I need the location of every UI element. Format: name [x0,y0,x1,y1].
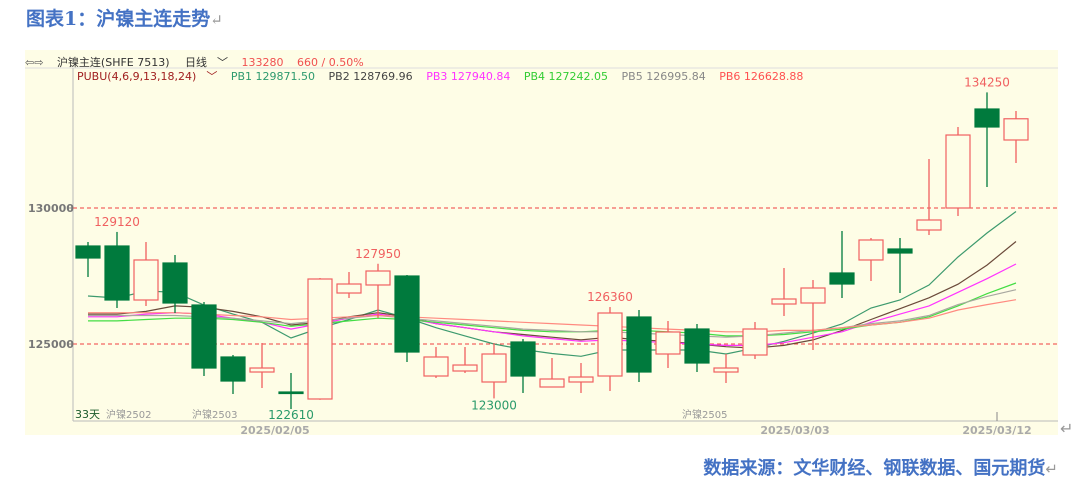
pb3-value: PB3 127940.84 [426,70,511,83]
candle-body [887,248,913,254]
series-line-pb5 [88,289,1017,338]
series-line-pb1 [87,211,1017,357]
candle-body [336,283,362,294]
x-tick-label: 2025/03/03 [760,424,829,437]
last-price: 133280 [241,56,284,69]
return-mark-icon: ↵ [210,11,223,29]
series-line-pb2 [88,241,1017,349]
candle-body [945,134,971,209]
data-source: 数据来源：文华财经、钢联数据、国元期货↵ [703,454,1058,480]
candle-body [597,312,623,377]
candle-body [655,331,681,355]
price-annotation: 123000 [471,398,517,412]
contract-marker: 沪镍2505 [682,408,727,421]
candle-body [191,304,217,369]
candle-body [423,356,449,377]
pb6-value: PB6 126628.88 [719,70,804,83]
series-line-pb6 [88,299,1017,333]
toggle-icon[interactable]: ⇦⇨ [25,56,44,69]
period-selector[interactable]: 日线 ﹀ [185,56,229,69]
candle-body [104,245,130,301]
candle-body [75,245,101,259]
series-line-pb4 [88,282,1017,337]
candle-body [771,298,797,305]
candle-body [162,262,188,304]
pb2-value: PB2 128769.96 [328,70,413,83]
price-annotation: 129120 [94,215,140,229]
candle-body [481,353,507,383]
candle-body [394,275,420,353]
x-tick-label: 2025/03/12 [962,424,1031,437]
quote-header: ⇦⇨ 沪镍主连(SHFE 7513) 日线 ﹀ 133280 660 / 0.50… [25,54,374,70]
candle-body [916,219,942,231]
candle-body [539,378,565,388]
pb4-value: PB4 127242.05 [523,70,609,83]
candle-body [568,376,594,383]
candle-body [974,108,1000,128]
candle-body [742,328,768,356]
chart-panel: ⇦⇨ 沪镍主连(SHFE 7513) 日线 ﹀ 133280 660 / 0.50… [25,50,1058,435]
candle-body [713,367,739,373]
pb5-value: PB5 126995.84 [621,70,706,83]
return-mark-icon: ↵ [1060,419,1073,438]
candle-body [452,364,478,372]
y-tick-label: 125000 [28,338,74,351]
candle-body [1003,118,1029,141]
contract-marker: 沪镍2502 [106,408,151,421]
price-annotation: 134250 [964,75,1010,89]
x-tick-label: 2025/02/05 [240,424,309,437]
candle-body [829,272,855,285]
candle-body [626,316,652,373]
candle-body [684,328,710,364]
candle-body [858,239,884,261]
candle-body [307,278,333,400]
candle-body [133,259,159,301]
candle-body [510,341,536,377]
indicator-selector[interactable]: PUBU(4,6,9,13,18,24) ﹀ [77,70,218,83]
candle-body [220,356,246,382]
days-count: 33天 [75,408,100,421]
figure-title-text: 图表1：沪镍主连走势 [26,8,211,30]
y-tick-label: 130000 [28,202,74,215]
price-change: 660 / 0.50% [297,56,364,69]
price-annotation: 127950 [355,247,401,261]
symbol-label[interactable]: 沪镍主连(SHFE 7513) [56,56,170,69]
return-mark-icon: ↵ [1045,460,1058,478]
candle-body [249,367,275,373]
price-annotation: 126360 [587,290,633,304]
candle-body [800,287,826,304]
candle-body [278,391,304,395]
price-annotation: 122610 [268,408,314,422]
pb1-value: PB1 129871.50 [230,70,316,83]
contract-marker: 沪镍2503 [192,408,237,421]
indicator-label: PUBU(4,6,9,13,18,24) [77,70,197,83]
period-label: 日线 [185,56,208,69]
candle-body [365,270,391,286]
series-line-pb3 [88,263,1017,346]
indicator-header: PUBU(4,6,9,13,18,24) ﹀ PB1 129871.50 PB2 … [77,68,813,84]
figure-title: 图表1：沪镍主连走势↵ [26,4,223,31]
data-source-text: 数据来源：文华财经、钢联数据、国元期货 [703,458,1046,479]
